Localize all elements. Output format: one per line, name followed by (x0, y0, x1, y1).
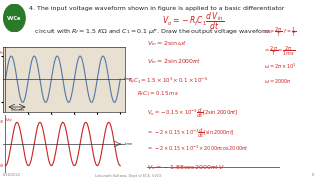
Text: -1.88: -1.88 (0, 164, 4, 168)
Text: $V_{in} = 2\sin\omega t$: $V_{in} = 2\sin\omega t$ (147, 40, 187, 48)
Text: $V_o = -0.15\times10^{-3}\dfrac{d}{dt}\left[2\sin 2000\pi t\right]$: $V_o = -0.15\times10^{-3}\dfrac{d}{dt}\l… (147, 106, 238, 120)
Text: 8: 8 (311, 174, 314, 177)
Text: 1.88: 1.88 (0, 120, 4, 124)
Text: $\omega=2000\pi$: $\omega=2000\pi$ (264, 77, 292, 85)
Text: $V_o = -1.88\cos 2000\pi t\ V$: $V_o = -1.88\cos 2000\pi t\ V$ (147, 163, 225, 172)
Text: $= -2\times 0.15\times10^{-3}\dfrac{d}{dt}\left[\sin 2000\pi t\right]$: $= -2\times 0.15\times10^{-3}\dfrac{d}{d… (147, 127, 235, 140)
Text: $V_o = -R_f C_1 \dfrac{d\,V_{in}}{dt}$: $V_o = -R_f C_1 \dfrac{d\,V_{in}}{dt}$ (162, 10, 224, 32)
Text: $= -2\times 0.15\times10^{-3}\times 2000\pi\cos 2000\pi t$: $= -2\times 0.15\times10^{-3}\times 2000… (147, 144, 248, 153)
Text: $R_f C_1 = 0.15\,ms$: $R_f C_1 = 0.15\,ms$ (138, 89, 179, 98)
Text: circuit with $R_f = 1.5\ K\Omega$ and $C_1 = 0.1\ \mu F$. Draw the output voltag: circuit with $R_f = 1.5\ K\Omega$ and $C… (29, 27, 273, 36)
Text: $=\dfrac{2\pi}{T}=\dfrac{2\pi}{1ms}$: $=\dfrac{2\pi}{T}=\dfrac{2\pi}{1ms}$ (264, 45, 295, 58)
Text: $V_{op}$: $V_{op}$ (5, 116, 14, 125)
Text: $V_{in}$: $V_{in}$ (0, 49, 4, 57)
Text: time: time (124, 77, 132, 81)
Text: 4. The input voltage waveform shown in figure is applied to a basic differentiat: 4. The input voltage waveform shown in f… (29, 6, 284, 11)
Text: time: time (125, 142, 133, 146)
Text: VVCe: VVCe (7, 15, 21, 21)
Text: $R_f C_1 = 1.5\times10^3 \times 0.1\times10^{-6}$: $R_f C_1 = 1.5\times10^3 \times 0.1\time… (128, 76, 208, 86)
Circle shape (4, 4, 25, 32)
Text: T=1msec: T=1msec (10, 108, 24, 112)
Text: Lokanath Sultana, Dept of ECE, VVCE: Lokanath Sultana, Dept of ECE, VVCE (95, 174, 161, 177)
Text: $\omega=\dfrac{2\pi}{T}$  $f=\dfrac{1}{T}$: $\omega=\dfrac{2\pi}{T}$ $f=\dfrac{1}{T}… (264, 26, 297, 39)
Text: $\omega=2\pi\times10^3$: $\omega=2\pi\times10^3$ (264, 62, 296, 71)
Text: 6/26/2022: 6/26/2022 (3, 174, 21, 177)
Text: $V_{in} = 2\sin 2000\pi t$: $V_{in} = 2\sin 2000\pi t$ (147, 57, 201, 66)
